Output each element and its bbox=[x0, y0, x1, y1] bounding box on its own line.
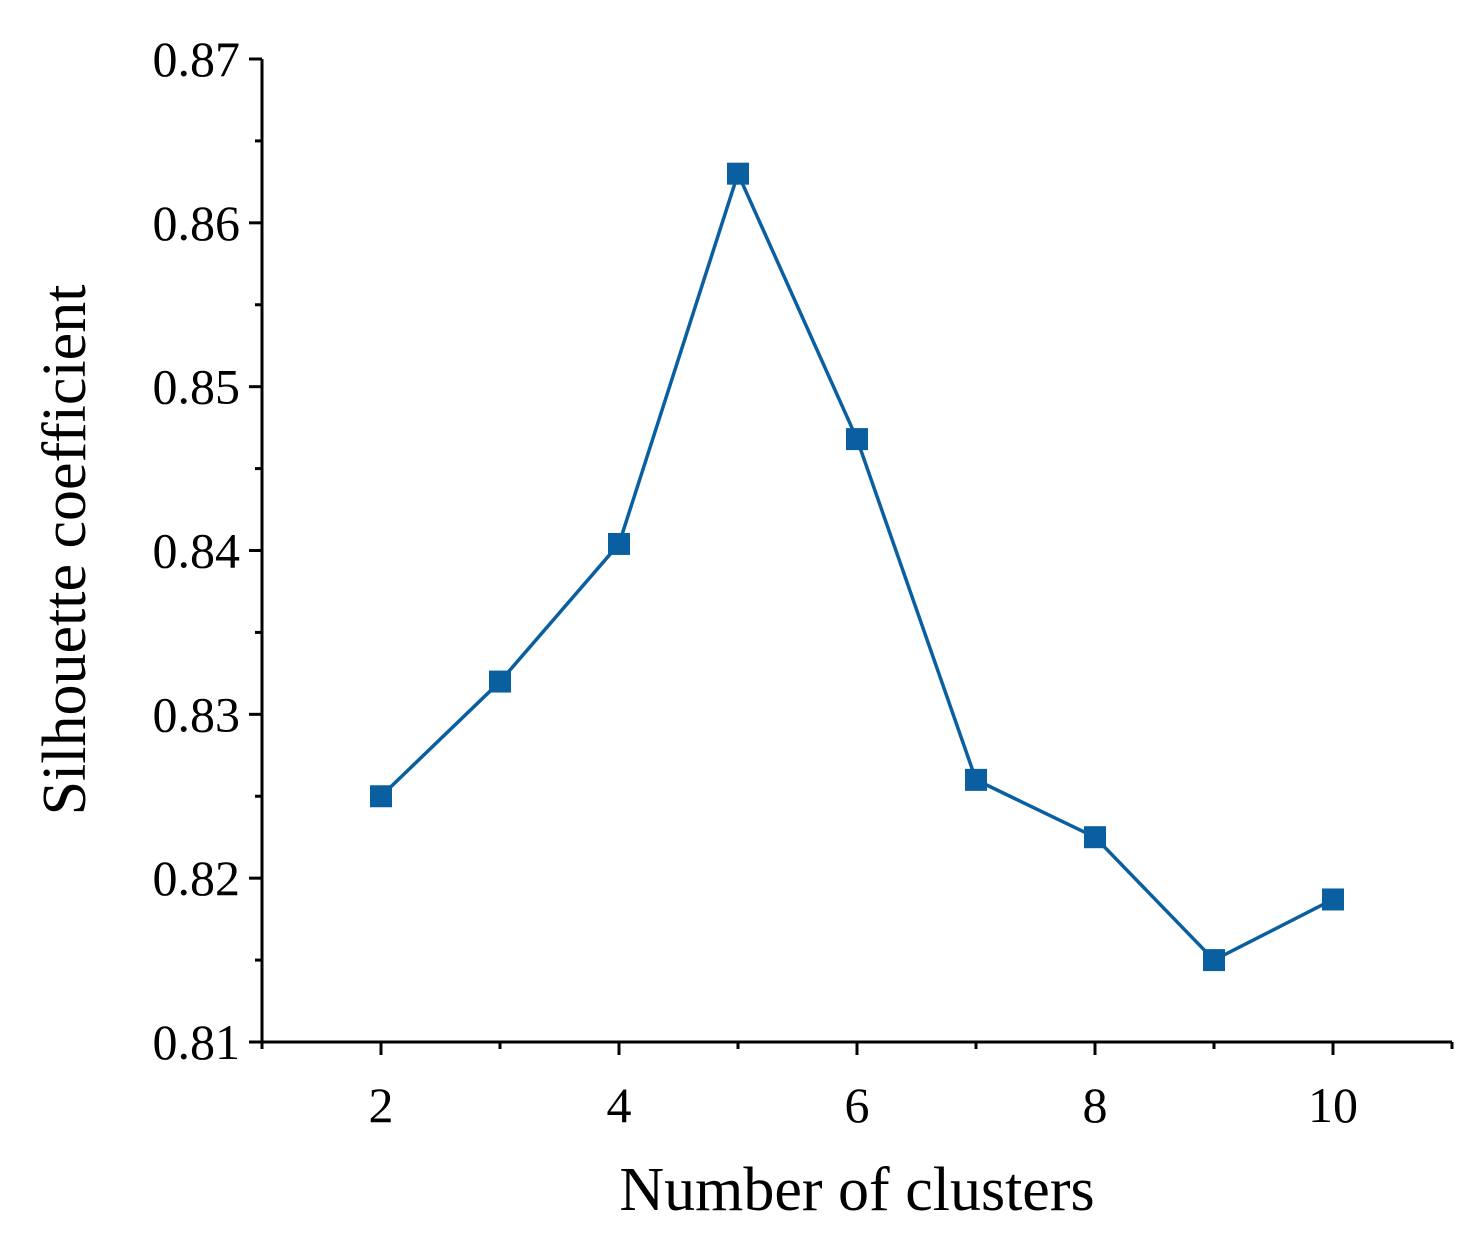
x-tick-label: 2 bbox=[369, 1077, 394, 1133]
y-tick-label: 0.83 bbox=[153, 686, 241, 742]
y-tick-label: 0.85 bbox=[153, 359, 241, 415]
data-point bbox=[1322, 888, 1344, 911]
data-point bbox=[965, 768, 987, 791]
x-tick-label: 8 bbox=[1083, 1077, 1108, 1133]
data-point bbox=[489, 670, 511, 693]
data-point bbox=[727, 162, 749, 185]
y-axis-title: Silhouette coefficient bbox=[31, 285, 99, 816]
data-point bbox=[846, 428, 868, 451]
series-line bbox=[379, 171, 1334, 962]
y-tick-label: 0.87 bbox=[153, 31, 241, 87]
x-axis-title: Number of clusters bbox=[619, 1156, 1094, 1224]
data-point bbox=[1084, 826, 1106, 849]
y-tick-label: 0.81 bbox=[153, 1014, 241, 1070]
series-silhouette bbox=[370, 162, 1344, 972]
axes bbox=[260, 59, 1452, 1044]
x-tick-label: 6 bbox=[845, 1077, 870, 1133]
x-tick-label: 10 bbox=[1308, 1077, 1358, 1133]
data-point bbox=[1203, 949, 1225, 972]
data-point bbox=[608, 532, 630, 555]
y-tick-label: 0.84 bbox=[153, 523, 241, 579]
ticks bbox=[249, 57, 1454, 1055]
data-point bbox=[370, 785, 392, 808]
x-tick-label: 4 bbox=[607, 1077, 632, 1133]
y-tick-label: 0.82 bbox=[153, 850, 241, 906]
tick-labels: 0.81 0.82 0.83 0.84 0.85 0.86 0.87 2 4 6 8 10 bbox=[153, 31, 1359, 1133]
y-tick-label: 0.86 bbox=[153, 195, 241, 251]
